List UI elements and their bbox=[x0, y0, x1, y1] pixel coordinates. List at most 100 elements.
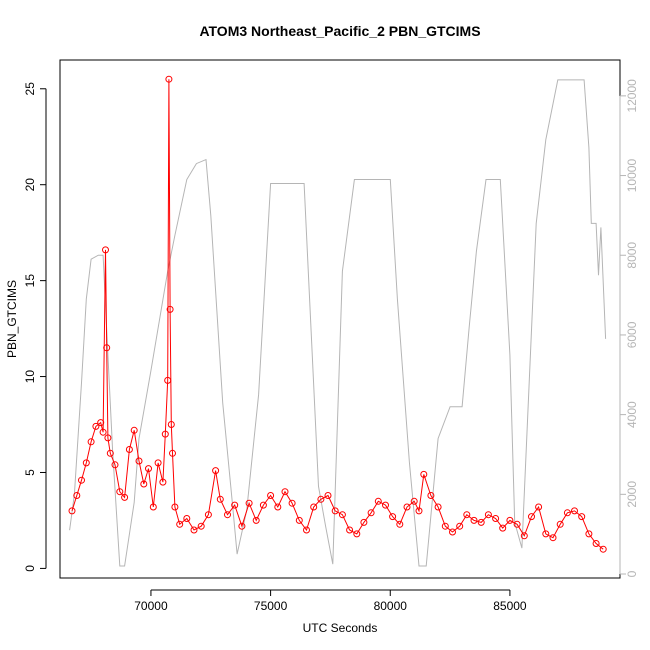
y2-tick-label: 4000 bbox=[625, 401, 639, 428]
x-tick-label: 80000 bbox=[374, 599, 408, 613]
data-point bbox=[389, 513, 397, 521]
data-point bbox=[420, 470, 428, 478]
data-point bbox=[542, 530, 550, 538]
data-point bbox=[499, 524, 507, 532]
data-point bbox=[204, 511, 212, 519]
series-line bbox=[71, 79, 604, 550]
pbn-series bbox=[68, 75, 607, 553]
data-point bbox=[578, 513, 586, 521]
data-point bbox=[585, 530, 593, 538]
data-point bbox=[82, 459, 90, 467]
data-point bbox=[164, 376, 172, 384]
y-tick-label: 10 bbox=[23, 370, 37, 384]
altitude-series bbox=[69, 79, 607, 567]
data-point bbox=[190, 526, 198, 534]
data-point bbox=[528, 513, 535, 521]
data-point bbox=[68, 507, 76, 515]
data-point bbox=[212, 467, 220, 475]
data-point bbox=[245, 499, 253, 507]
data-point bbox=[169, 449, 176, 457]
data-point bbox=[449, 528, 456, 536]
data-point bbox=[121, 493, 129, 501]
data-point bbox=[571, 507, 578, 515]
altitude-line bbox=[69, 79, 607, 567]
data-point bbox=[149, 503, 157, 511]
y2-tick-label: 6000 bbox=[625, 321, 639, 348]
data-point bbox=[238, 522, 246, 530]
data-point bbox=[267, 492, 275, 499]
data-point bbox=[331, 507, 339, 515]
data-point bbox=[470, 516, 478, 524]
y-axis: 0 5 10 15 20 25 bbox=[23, 82, 47, 572]
data-point bbox=[103, 344, 111, 352]
data-point bbox=[111, 461, 119, 469]
data-point bbox=[599, 545, 607, 553]
data-point bbox=[116, 488, 124, 496]
data-point bbox=[295, 516, 303, 524]
data-point bbox=[367, 509, 375, 517]
y2-tick-label: 8000 bbox=[625, 242, 639, 269]
data-point bbox=[102, 246, 109, 254]
data-point bbox=[165, 75, 173, 83]
data-point bbox=[592, 540, 600, 547]
data-point bbox=[434, 503, 442, 511]
x-axis: 70000 75000 80000 85000 bbox=[134, 589, 527, 613]
data-point bbox=[130, 426, 138, 434]
y-tick-label: 5 bbox=[23, 469, 37, 476]
data-point bbox=[87, 438, 95, 446]
data-point bbox=[106, 449, 114, 457]
y-axis-label: PBN_GTCIMS bbox=[5, 280, 19, 358]
data-point bbox=[259, 501, 267, 509]
y2-tick-label: 2000 bbox=[625, 481, 639, 508]
data-point bbox=[310, 503, 318, 511]
data-point bbox=[281, 488, 289, 496]
chart-title: ATOM3 Northeast_Pacific_2 PBN_GTCIMS bbox=[199, 23, 480, 39]
data-point bbox=[477, 518, 485, 526]
x-tick-label: 75000 bbox=[254, 599, 288, 613]
data-point bbox=[252, 516, 260, 524]
data-point bbox=[492, 515, 500, 522]
data-point bbox=[403, 503, 411, 511]
data-point bbox=[231, 501, 239, 509]
data-point bbox=[535, 503, 543, 511]
x-tick-label: 85000 bbox=[493, 599, 527, 613]
data-point bbox=[216, 495, 224, 503]
data-point bbox=[224, 511, 231, 519]
data-point bbox=[171, 503, 179, 511]
data-point bbox=[360, 518, 368, 526]
data-point bbox=[73, 492, 81, 499]
data-point bbox=[338, 511, 346, 519]
y-tick-label: 15 bbox=[23, 274, 37, 288]
data-point bbox=[145, 465, 152, 473]
data-point bbox=[97, 419, 105, 427]
data-point bbox=[135, 457, 143, 465]
x-axis-label: UTC Seconds bbox=[303, 621, 378, 635]
y-tick-label: 25 bbox=[23, 82, 37, 96]
data-point bbox=[549, 534, 557, 542]
data-point bbox=[556, 520, 564, 528]
data-point bbox=[456, 522, 464, 530]
x-tick-label: 70000 bbox=[134, 599, 168, 613]
data-point bbox=[92, 422, 100, 430]
data-point bbox=[427, 492, 435, 499]
data-point bbox=[563, 509, 571, 517]
data-point bbox=[288, 499, 296, 507]
plot-frame bbox=[59, 59, 621, 579]
data-point bbox=[140, 480, 148, 488]
y2-tick-label: 0 bbox=[625, 570, 639, 577]
data-point bbox=[274, 503, 282, 511]
data-point bbox=[166, 305, 174, 313]
data-point bbox=[484, 511, 492, 519]
data-point bbox=[167, 421, 175, 428]
y-tick-label: 20 bbox=[23, 178, 37, 192]
data-point bbox=[125, 446, 133, 453]
y2-axis: 0 2000 4000 6000 8000 10000 12000 bbox=[619, 79, 639, 577]
data-point bbox=[415, 507, 423, 515]
data-point bbox=[353, 530, 361, 538]
data-point bbox=[441, 522, 449, 530]
data-point bbox=[161, 430, 169, 438]
data-point bbox=[183, 515, 191, 522]
data-point bbox=[520, 532, 528, 540]
data-point bbox=[324, 492, 332, 499]
